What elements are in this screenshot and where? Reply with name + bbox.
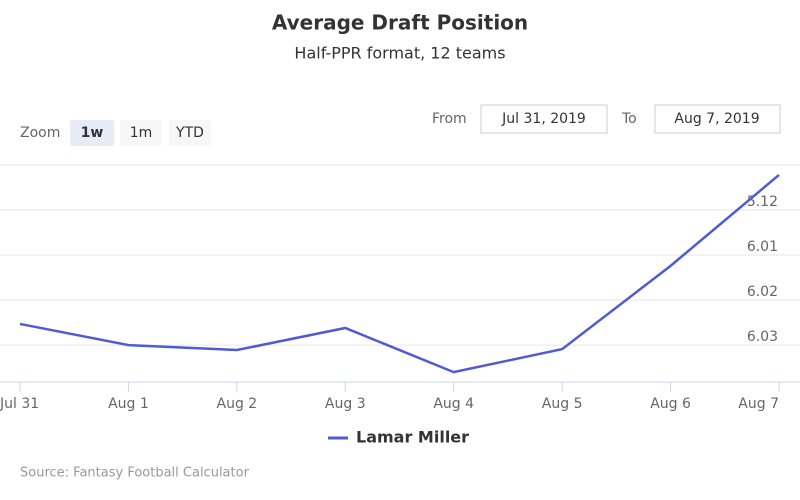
x-tick-label: Aug 4 (433, 396, 474, 412)
x-tick-label: Aug 6 (650, 396, 691, 412)
from-date[interactable]: Jul 31, 2019 (501, 111, 586, 127)
zoom-button-label[interactable]: 1w (81, 125, 104, 141)
y-tick-label: 6.02 (747, 284, 778, 300)
x-tick-label: Jul 31 (0, 396, 39, 412)
to-label: To (621, 111, 637, 127)
x-tick-label: Aug 2 (217, 396, 258, 412)
x-tick-label: Aug 5 (542, 396, 583, 412)
chart-subtitle: Half-PPR format, 12 teams (294, 44, 505, 63)
zoom-button[interactable] (169, 120, 211, 146)
x-tick-label: Aug 1 (108, 396, 149, 412)
zoom-label: Zoom (20, 125, 60, 141)
zoom-button-label[interactable]: YTD (175, 125, 204, 141)
y-tick-label: 6.03 (747, 329, 778, 345)
credits: Source: Fantasy Football Calculator (20, 466, 250, 481)
chart-title: Average Draft Position (272, 11, 528, 35)
zoom-button[interactable] (120, 120, 162, 146)
from-label: From (432, 111, 467, 127)
to-input[interactable] (654, 104, 781, 134)
x-tick-label: Aug 3 (325, 396, 366, 412)
to-date[interactable]: Aug 7, 2019 (674, 111, 759, 127)
line-series (19, 173, 780, 374)
zoom-button-label[interactable]: 1m (130, 125, 153, 141)
from-input[interactable] (480, 104, 608, 134)
zoom-button[interactable] (70, 120, 114, 146)
y-tick-label: 6.01 (747, 239, 778, 255)
legend-label[interactable]: Lamar Miller (356, 428, 469, 447)
x-tick-label: Aug 7 (738, 396, 779, 412)
y-tick-label: 5.12 (747, 194, 778, 210)
